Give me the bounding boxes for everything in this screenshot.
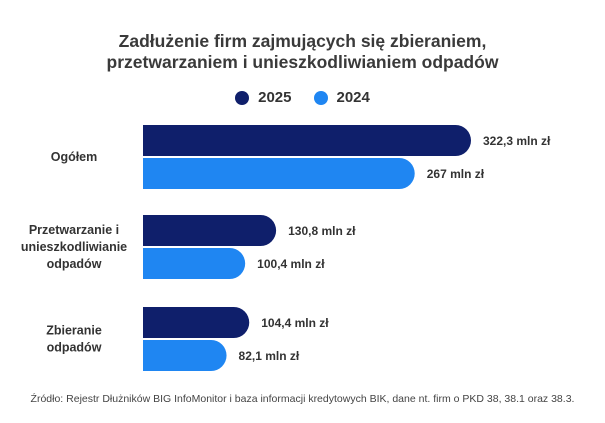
- bar-2024-2: [143, 340, 227, 371]
- legend-item-2024: 2024: [313, 89, 370, 106]
- data-label-2024-0: 267 mln zł: [427, 167, 485, 181]
- data-label-2025-1: 130,8 mln zł: [288, 224, 356, 238]
- legend: 2025 2024: [0, 89, 605, 106]
- legend-swatch-2025: [235, 90, 250, 105]
- category-label: Przetwarzanie i: [29, 223, 119, 237]
- bar-2024-1: [143, 248, 246, 279]
- data-label-2025-2: 104,4 mln zł: [261, 316, 329, 330]
- legend-label-2025: 2025: [258, 89, 292, 106]
- category-label: odpadów: [47, 257, 102, 271]
- data-label-2024-2: 82,1 mln zł: [239, 349, 300, 363]
- chart-title-line-1: Zadłużenie firm zajmujących się zbierani…: [118, 31, 487, 51]
- bar-2025-2: [143, 307, 250, 338]
- legend-label-2024: 2024: [336, 89, 370, 106]
- data-label-2024-1: 100,4 mln zł: [257, 257, 325, 271]
- source-note: Źródło: Rejestr Dłużników BIG InfoMonito…: [30, 393, 575, 405]
- bar-2025-1: [143, 215, 277, 246]
- category-label: odpadów: [47, 341, 102, 355]
- category-label: unieszkodliwianie: [21, 240, 127, 254]
- bar-2025-0: [143, 125, 471, 156]
- data-label-2025-0: 322,3 mln zł: [483, 134, 551, 148]
- legend-item-2025: 2025: [235, 89, 292, 106]
- chart-title: Zadłużenie firm zajmujących się zbierani…: [0, 31, 605, 73]
- bar-2024-0: [143, 158, 415, 189]
- category-label: Zbieranie: [46, 324, 102, 338]
- category-label: Ogółem: [51, 150, 98, 164]
- legend-swatch-2024: [313, 90, 328, 105]
- chart-title-line-2: przetwarzaniem i unieszkodliwianiem odpa…: [106, 52, 499, 72]
